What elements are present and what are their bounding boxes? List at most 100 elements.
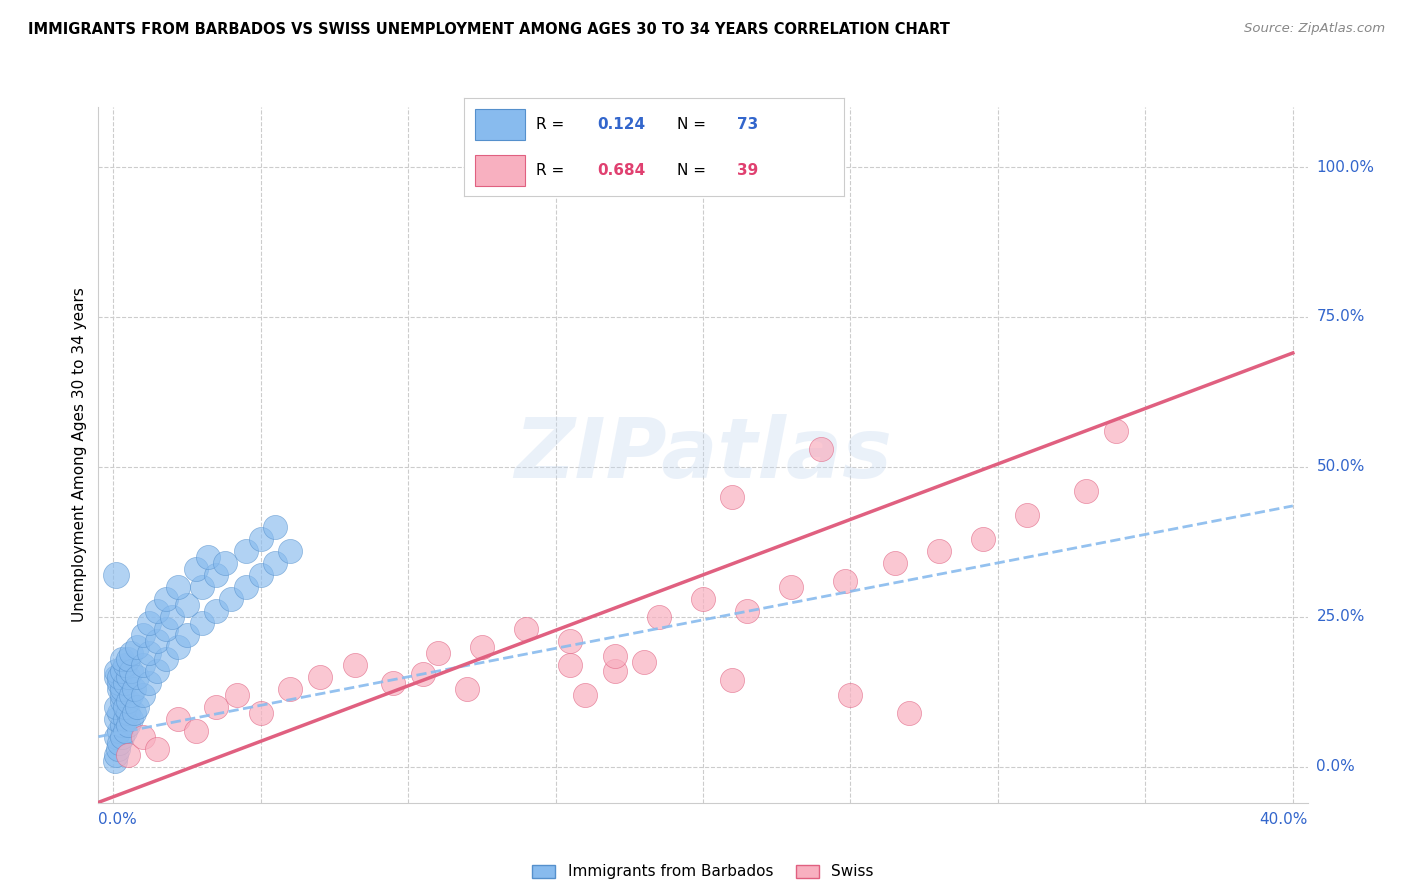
Point: [249, 706, 271, 720]
Point: [205, 604, 228, 618]
Point: [264, 520, 287, 534]
Point: [111, 718, 134, 732]
Text: 75.0%: 75.0%: [1316, 310, 1365, 325]
Text: 40.0%: 40.0%: [1260, 812, 1308, 827]
Point: [205, 567, 228, 582]
Text: 0.0%: 0.0%: [98, 812, 138, 827]
Point: [264, 556, 287, 570]
Text: 39: 39: [737, 163, 759, 178]
Point: [105, 699, 128, 714]
Point: [235, 580, 257, 594]
Point: [249, 567, 271, 582]
Point: [108, 706, 131, 720]
Point: [426, 646, 449, 660]
Text: 0.684: 0.684: [598, 163, 645, 178]
Point: [105, 712, 128, 726]
Point: [205, 699, 228, 714]
Point: [226, 688, 249, 702]
Point: [603, 664, 626, 678]
Point: [167, 580, 190, 594]
Point: [235, 544, 257, 558]
Text: Source: ZipAtlas.com: Source: ZipAtlas.com: [1244, 22, 1385, 36]
Point: [138, 615, 160, 630]
Text: 25.0%: 25.0%: [1316, 609, 1365, 624]
Point: [928, 544, 950, 558]
Point: [898, 706, 921, 720]
Point: [167, 640, 190, 654]
Point: [117, 652, 139, 666]
Point: [167, 712, 190, 726]
Point: [190, 580, 212, 594]
Point: [108, 723, 131, 738]
Point: [111, 681, 134, 696]
Point: [810, 442, 832, 456]
Point: [343, 657, 366, 672]
Point: [1076, 483, 1098, 498]
Point: [138, 676, 160, 690]
Point: [456, 681, 478, 696]
Bar: [475, 109, 524, 140]
Text: 73: 73: [737, 117, 759, 132]
Point: [111, 664, 134, 678]
Point: [138, 646, 160, 660]
Point: [146, 741, 169, 756]
Point: [1017, 508, 1039, 522]
Point: [122, 706, 145, 720]
Point: [131, 657, 153, 672]
Point: [117, 670, 139, 684]
Point: [114, 699, 136, 714]
Point: [560, 657, 582, 672]
Point: [780, 580, 803, 594]
Text: N =: N =: [676, 163, 710, 178]
Point: [120, 664, 142, 678]
Point: [146, 664, 169, 678]
Point: [278, 544, 301, 558]
Point: [382, 676, 405, 690]
Text: ZIPatlas: ZIPatlas: [515, 415, 891, 495]
Point: [125, 670, 148, 684]
Point: [114, 723, 136, 738]
Text: R =: R =: [536, 163, 569, 178]
Point: [471, 640, 494, 654]
Point: [184, 723, 207, 738]
Point: [131, 730, 153, 744]
Point: [412, 666, 434, 681]
Point: [120, 646, 142, 660]
Point: [721, 673, 744, 687]
Point: [114, 712, 136, 726]
Point: [160, 610, 183, 624]
Point: [125, 640, 148, 654]
Point: [105, 670, 128, 684]
Point: [721, 490, 744, 504]
Point: [117, 718, 139, 732]
Point: [114, 676, 136, 690]
Point: [692, 591, 714, 606]
Point: [176, 628, 198, 642]
Point: [105, 567, 128, 582]
Text: 0.0%: 0.0%: [1316, 759, 1355, 774]
Point: [278, 681, 301, 696]
Point: [114, 657, 136, 672]
Point: [117, 694, 139, 708]
Point: [735, 604, 758, 618]
Point: [839, 688, 862, 702]
Text: 50.0%: 50.0%: [1316, 459, 1365, 475]
Point: [633, 655, 655, 669]
Point: [146, 633, 169, 648]
Point: [155, 622, 177, 636]
Point: [249, 532, 271, 546]
Point: [111, 694, 134, 708]
Bar: [475, 155, 524, 186]
Point: [219, 591, 242, 606]
Point: [308, 670, 330, 684]
Point: [111, 688, 134, 702]
Point: [603, 648, 626, 663]
Legend: Immigrants from Barbados, Swiss: Immigrants from Barbados, Swiss: [526, 858, 880, 886]
Point: [155, 591, 177, 606]
Point: [131, 688, 153, 702]
Point: [131, 628, 153, 642]
Text: R =: R =: [536, 117, 569, 132]
Point: [108, 670, 131, 684]
Point: [1105, 424, 1128, 438]
Point: [108, 681, 131, 696]
